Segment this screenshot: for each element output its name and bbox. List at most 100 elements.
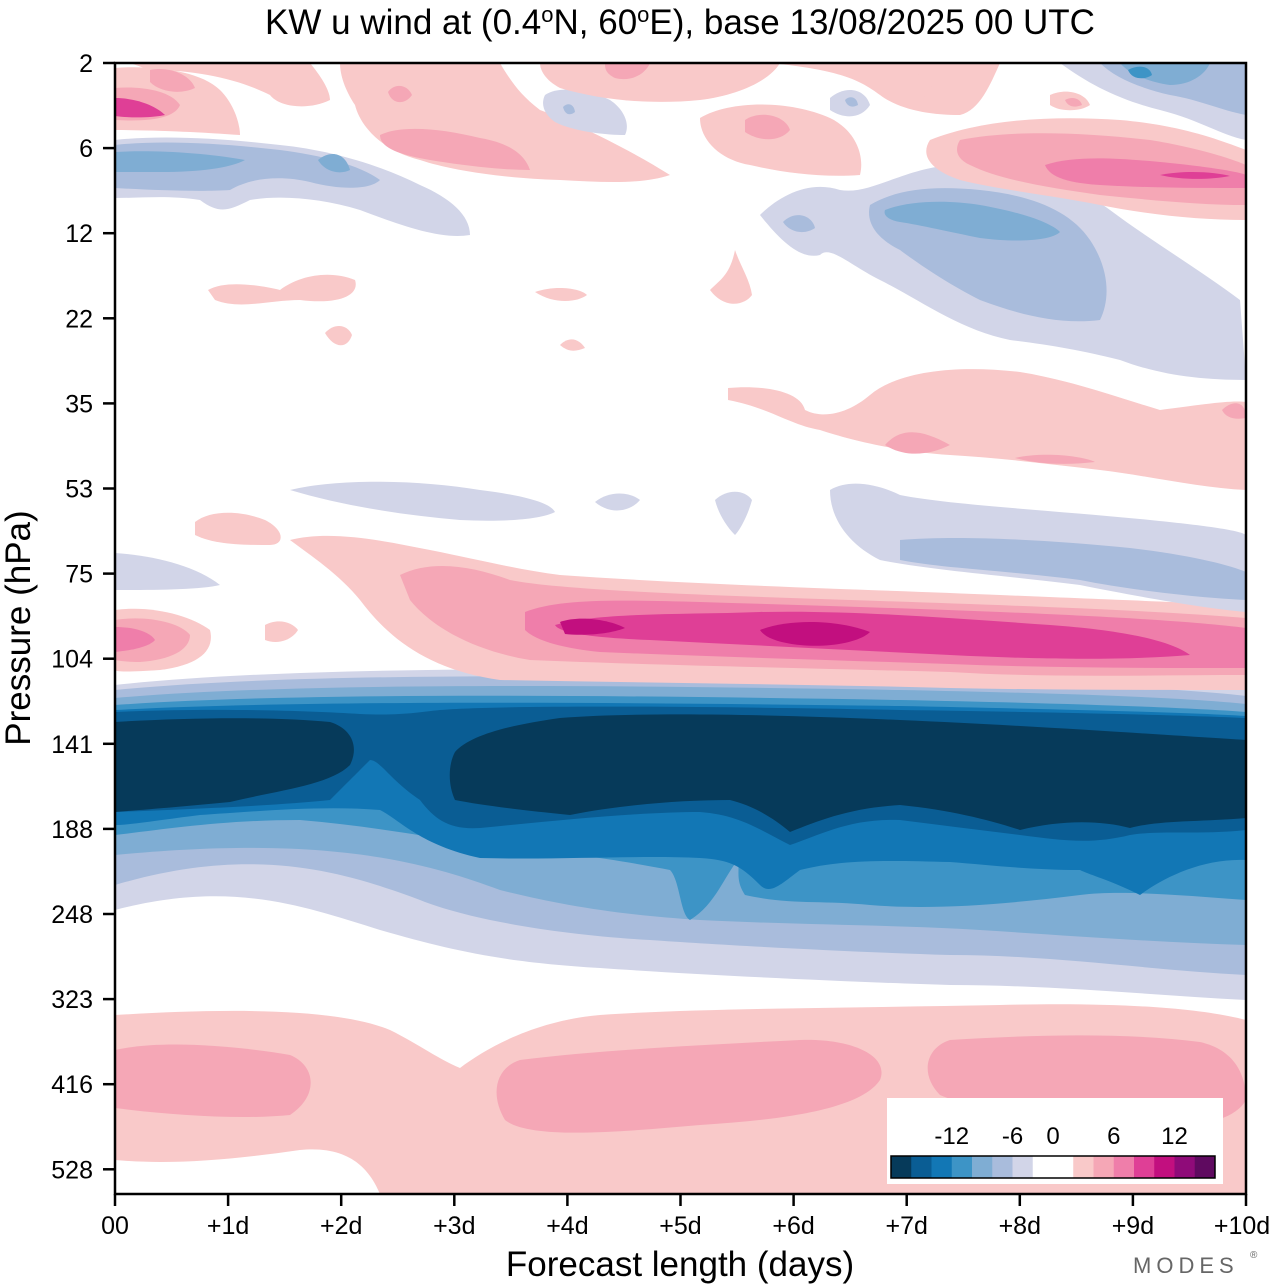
colorbar-swatch	[1194, 1156, 1216, 1178]
y-tick-label: 75	[65, 561, 93, 589]
y-tick-label: 104	[51, 646, 93, 674]
chart-title: KW u wind at (0.4oN, 60oE), base 13/08/2…	[265, 2, 1095, 42]
colorbar-swatch	[972, 1156, 993, 1178]
colorbar-swatch	[992, 1156, 1013, 1178]
x-tick-label: 00	[101, 1212, 129, 1240]
mid-westerly-right-edge	[1222, 403, 1246, 419]
westerly-jet-left-strong	[115, 627, 155, 652]
mid-westerly-blob-18hPa-b	[535, 288, 587, 301]
colorbar-label: -12	[934, 1123, 969, 1150]
westerly-jet-core-left	[560, 618, 625, 635]
colorbar-swatch	[1113, 1156, 1135, 1178]
x-axis: 00 +1d +2d +3d +4d +5d +6d +7d +8d +9d +10d	[101, 1194, 1270, 1240]
strat-easterly-15hPa-blob	[783, 215, 815, 233]
upper-westerly-4hPa-medium	[380, 128, 530, 170]
x-tick-label: +8d	[999, 1212, 1041, 1240]
brand-label: MODES	[1133, 1253, 1239, 1278]
easterly-core	[115, 718, 354, 812]
strat-westerly-8hPa-core	[1160, 172, 1230, 179]
colorbar-swatch	[1093, 1156, 1115, 1178]
mid-westerly-35hPa	[728, 369, 1246, 490]
x-tick-label: +6d	[772, 1212, 814, 1240]
colorbar-label: 0	[1046, 1123, 1059, 1150]
upper-westerly-4hPa-far	[905, 74, 932, 98]
mid-easterly-band-53hPa	[290, 481, 555, 521]
lower-westerly-band-medium-mid	[496, 1039, 882, 1133]
upper-westerly-top-mid-medium	[605, 63, 650, 80]
upper-westerly-3hPa-blob	[388, 85, 412, 103]
upper-westerly-left-strong	[115, 98, 165, 118]
x-tick-label: +3d	[433, 1212, 475, 1240]
colorbar-swatch	[1154, 1156, 1175, 1178]
mid-westerly-blob-22hPa	[325, 326, 352, 346]
westerly-jet-core	[760, 621, 870, 646]
x-tick-label: +10d	[1214, 1212, 1270, 1240]
colorbar-swatch	[1012, 1156, 1034, 1178]
x-tick-label: +5d	[659, 1212, 701, 1240]
mid-easterly-left	[115, 553, 220, 590]
upper-easterly-6hPa-strong	[115, 151, 245, 172]
y-tick-label: 141	[51, 731, 93, 759]
upper-easterly-6hPa-strong-b	[318, 154, 350, 173]
colorbar-swatch	[951, 1156, 973, 1178]
y-tick-label: 53	[65, 476, 93, 504]
upper-easterly-4hPa	[543, 89, 627, 135]
brand-registered-mark: ®	[1250, 1250, 1258, 1261]
colorbar-frame	[890, 1155, 1216, 1179]
y-tick-label: 528	[51, 1156, 93, 1184]
y-tick-label: 22	[65, 305, 93, 333]
plot-area	[115, 63, 1246, 1194]
y-tick-label: 188	[51, 816, 93, 844]
colorbar-swatch	[1073, 1156, 1094, 1178]
upper-westerly-4hPa-right-b	[1065, 97, 1082, 107]
colorbar-swatch	[1174, 1156, 1196, 1178]
upper-westerly-5hPa	[700, 104, 862, 176]
upper-westerly-top-medium	[150, 69, 195, 92]
strat-westerly-8hPa-strong	[1045, 158, 1246, 188]
y-tick-label: 6	[79, 135, 93, 163]
y-axis-title: Pressure (hPa)	[0, 510, 38, 745]
colorbar-swatch	[1053, 1156, 1074, 1178]
mid-easterly-band-right-medium	[900, 537, 1246, 600]
y-tick-label: 2	[79, 50, 93, 78]
upper-easterly-top-right-core	[1128, 66, 1152, 79]
upper-westerly-top-mid	[540, 63, 780, 102]
y-tick-label: 12	[65, 220, 93, 248]
x-tick-label: +9d	[1112, 1212, 1154, 1240]
colorbar-swatch	[1134, 1156, 1155, 1178]
upper-westerly-top-right	[770, 63, 1000, 115]
colorbar-label: 6	[1107, 1123, 1120, 1150]
colorbar-swatch	[931, 1156, 953, 1178]
colorbar-swatch	[1032, 1156, 1054, 1178]
colorbar-label: -6	[1002, 1123, 1023, 1150]
x-axis-title: Forecast length (days)	[506, 1245, 854, 1284]
mid-westerly-blob-18hPa	[208, 274, 356, 305]
y-axis: 2 6 12 22 35 53 75 104 141 188 248 323 416 528	[51, 50, 115, 1184]
x-tick-label: +4d	[546, 1212, 588, 1240]
mid-westerly-35hPa-medium-2	[1015, 454, 1095, 464]
mid-westerly-blob-22hPa-b	[560, 339, 585, 351]
y-tick-label: 248	[51, 901, 93, 929]
westerly-jet-very-strong	[555, 611, 1190, 659]
x-tick-label: +7d	[885, 1212, 927, 1240]
upper-westerly-5hPa-medium	[745, 114, 790, 140]
mid-westerly-35hPa-medium	[885, 432, 950, 454]
strat-easterly-15hPa-strong	[884, 201, 1060, 241]
colorbar-swatch	[911, 1156, 932, 1178]
upper-westerly-top	[130, 63, 330, 107]
x-tick-label: +2d	[320, 1212, 362, 1240]
easterly-core-main	[449, 714, 1246, 832]
upper-easterly-4hPa-right-b	[845, 97, 858, 107]
mid-westerly-blob-left	[195, 512, 281, 545]
colorbar-swatch	[891, 1156, 912, 1178]
colorbar-label: 12	[1161, 1123, 1188, 1150]
mid-easterly-blob-1	[595, 493, 640, 511]
y-tick-label: 416	[51, 1071, 93, 1099]
colorbar: -12 -6 0 6 12	[887, 1098, 1223, 1184]
westerly-jet-blob	[265, 621, 298, 642]
mid-westerly-blob-18hPa-c	[710, 250, 752, 304]
x-tick-label: +1d	[207, 1212, 249, 1240]
mid-easterly-blob-2	[715, 491, 752, 535]
y-tick-label: 35	[65, 390, 93, 418]
